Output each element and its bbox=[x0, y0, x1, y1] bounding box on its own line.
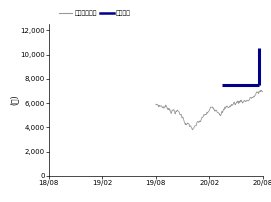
Y-axis label: (원): (원) bbox=[9, 95, 18, 105]
Legend: 자이에스앤디, 목표주가: 자이에스앤디, 목표주가 bbox=[56, 8, 133, 18]
